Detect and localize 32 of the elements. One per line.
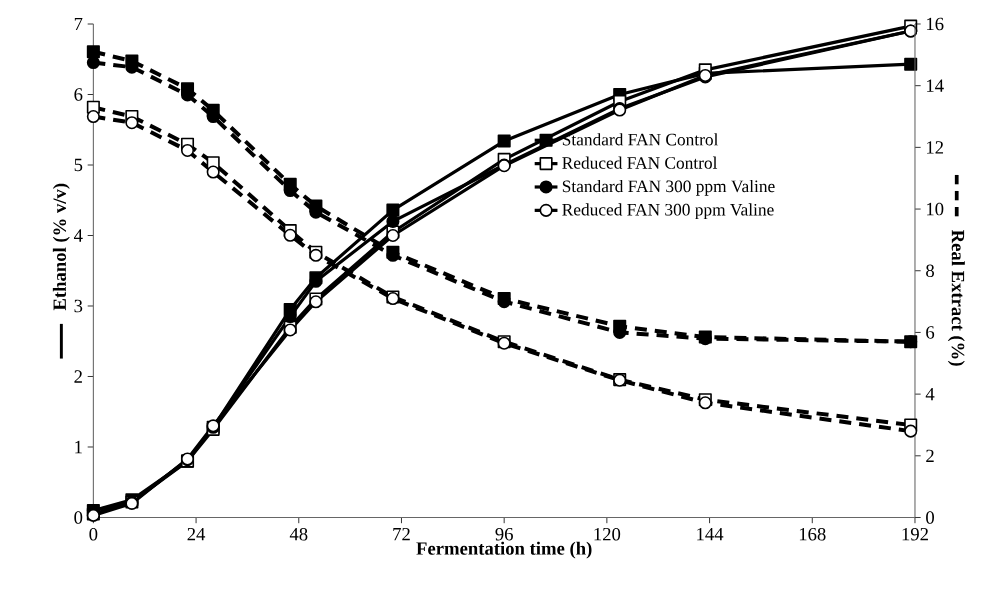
y2-tick-label: 10 bbox=[927, 202, 944, 216]
x-tick-label: 24 bbox=[187, 527, 206, 541]
x-tick-label: 72 bbox=[393, 527, 410, 541]
legend-label: Reduced FAN 300 ppm Valine bbox=[562, 203, 774, 220]
x-tick-label: 168 bbox=[799, 527, 826, 541]
y2-tick-label: 2 bbox=[926, 449, 934, 463]
y2-tick-label: 4 bbox=[925, 388, 935, 401]
y-tick-label: 1 bbox=[75, 440, 82, 454]
y2-tick-label: 14 bbox=[927, 79, 944, 92]
x-axis-title: Fermentation time (h) bbox=[416, 541, 592, 559]
legend-label: Reduced FAN Control bbox=[562, 156, 718, 169]
x-tick-label: 96 bbox=[495, 527, 513, 541]
y2-axis-title: Real Extract (%) bbox=[947, 230, 965, 366]
y2-tick-label: 6 bbox=[926, 326, 935, 339]
y-tick-label: 3 bbox=[74, 299, 83, 313]
y-axis-title: Ethanol (% v/v) bbox=[52, 183, 70, 311]
x-tick-label: 120 bbox=[594, 527, 621, 541]
x-tick-label: 0 bbox=[89, 527, 98, 541]
y-tick-label: 5 bbox=[74, 158, 83, 172]
y2-tick-label: 0 bbox=[926, 511, 934, 524]
y-tick-label: 6 bbox=[74, 88, 83, 101]
y-tick-label: 2 bbox=[74, 370, 82, 383]
x-tick-label: 48 bbox=[289, 527, 308, 541]
y2-tick-label: 16 bbox=[927, 17, 944, 31]
y-tick-label: 0 bbox=[74, 511, 83, 524]
y2-tick-label: 8 bbox=[926, 264, 934, 278]
x-tick-label: 192 bbox=[902, 527, 928, 541]
legend-label: Standard FAN 300 ppm Valine bbox=[562, 180, 775, 196]
y-tick-label: 7 bbox=[74, 17, 83, 31]
x-tick-label: 144 bbox=[697, 527, 724, 541]
y2-tick-label: 12 bbox=[927, 141, 944, 154]
y-tick-label: 4 bbox=[73, 229, 83, 242]
